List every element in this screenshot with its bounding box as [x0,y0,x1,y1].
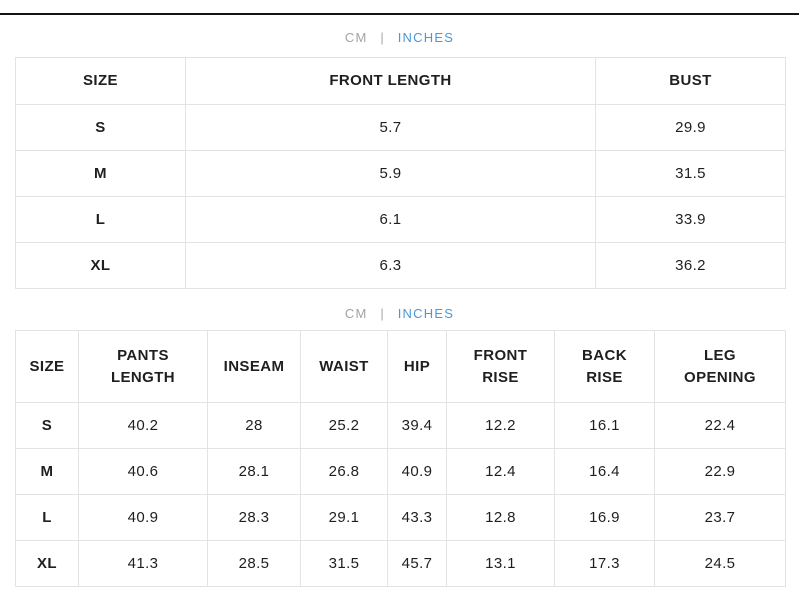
value-cell: 28.5 [207,540,301,587]
tops-size-table: SIZE FRONT LENGTH BUST S 5.7 29.9 M 5.9 … [15,57,786,289]
value-cell: 36.2 [595,242,786,289]
column-header-waist: WAIST [300,330,388,403]
unit-toggle-tops: CM | INCHES [0,30,799,45]
value-cell: 45.7 [387,540,447,587]
value-cell: 41.3 [78,540,208,587]
value-cell: 16.1 [554,402,655,449]
column-header-inseam: INSEAM [207,330,301,403]
value-cell: 31.5 [595,150,786,197]
column-header-pants-length: PANTS LENGTH [78,330,208,403]
column-header-front-rise: FRONT RISE [446,330,555,403]
value-cell: 12.8 [446,494,555,541]
size-cell: L [15,494,79,541]
value-cell: 40.9 [387,448,447,495]
value-cell: 5.7 [185,104,596,151]
size-cell: L [15,196,186,243]
value-cell: 40.2 [78,402,208,449]
value-cell: 40.6 [78,448,208,495]
value-cell: 24.5 [654,540,786,587]
value-cell: 28.1 [207,448,301,495]
table-row: L 40.9 28.3 29.1 43.3 12.8 16.9 23.7 [15,494,786,541]
size-cell: S [15,104,186,151]
value-cell: 25.2 [300,402,388,449]
size-cell: XL [15,540,79,587]
value-cell: 12.2 [446,402,555,449]
value-cell: 33.9 [595,196,786,243]
value-cell: 12.4 [446,448,555,495]
column-header-hip: HIP [387,330,447,403]
value-cell: 6.3 [185,242,596,289]
cm-toggle-link[interactable]: CM [344,306,368,321]
value-cell: 43.3 [387,494,447,541]
size-cell: S [15,402,79,449]
value-cell: 26.8 [300,448,388,495]
value-cell: 16.4 [554,448,655,495]
value-cell: 22.9 [654,448,786,495]
table-header-row: SIZE PANTS LENGTH INSEAM WAIST HIP FRONT… [15,330,786,403]
table-header-row: SIZE FRONT LENGTH BUST [15,57,786,105]
value-cell: 5.9 [185,150,596,197]
unit-toggle-bottoms: CM | INCHES [0,306,799,321]
value-cell: 22.4 [654,402,786,449]
cm-toggle-link[interactable]: CM [344,30,368,45]
value-cell: 29.1 [300,494,388,541]
table-row: M 40.6 28.1 26.8 40.9 12.4 16.4 22.9 [15,448,786,495]
column-header-bust: BUST [595,57,786,105]
value-cell: 16.9 [554,494,655,541]
value-cell: 13.1 [446,540,555,587]
value-cell: 40.9 [78,494,208,541]
size-cell: M [15,448,79,495]
column-header-front-length: FRONT LENGTH [185,57,596,105]
table-row: XL 6.3 36.2 [15,242,786,289]
size-cell: M [15,150,186,197]
bottoms-size-table: SIZE PANTS LENGTH INSEAM WAIST HIP FRONT… [15,330,786,587]
column-header-size: SIZE [15,57,186,105]
column-header-size: SIZE [15,330,79,403]
value-cell: 29.9 [595,104,786,151]
value-cell: 31.5 [300,540,388,587]
value-cell: 39.4 [387,402,447,449]
top-divider-rule [0,13,799,15]
table-row: S 40.2 28 25.2 39.4 12.2 16.1 22.4 [15,402,786,449]
table-row: S 5.7 29.9 [15,104,786,151]
toggle-divider: | [380,306,385,321]
value-cell: 6.1 [185,196,596,243]
toggle-divider: | [380,30,385,45]
value-cell: 28.3 [207,494,301,541]
size-cell: XL [15,242,186,289]
column-header-back-rise: BACK RISE [554,330,655,403]
value-cell: 17.3 [554,540,655,587]
inches-toggle-link[interactable]: INCHES [397,306,455,321]
table-row: L 6.1 33.9 [15,196,786,243]
column-header-leg-opening: LEG OPENING [654,330,786,403]
value-cell: 28 [207,402,301,449]
value-cell: 23.7 [654,494,786,541]
inches-toggle-link[interactable]: INCHES [397,30,455,45]
table-row: M 5.9 31.5 [15,150,786,197]
table-row: XL 41.3 28.5 31.5 45.7 13.1 17.3 24.5 [15,540,786,587]
